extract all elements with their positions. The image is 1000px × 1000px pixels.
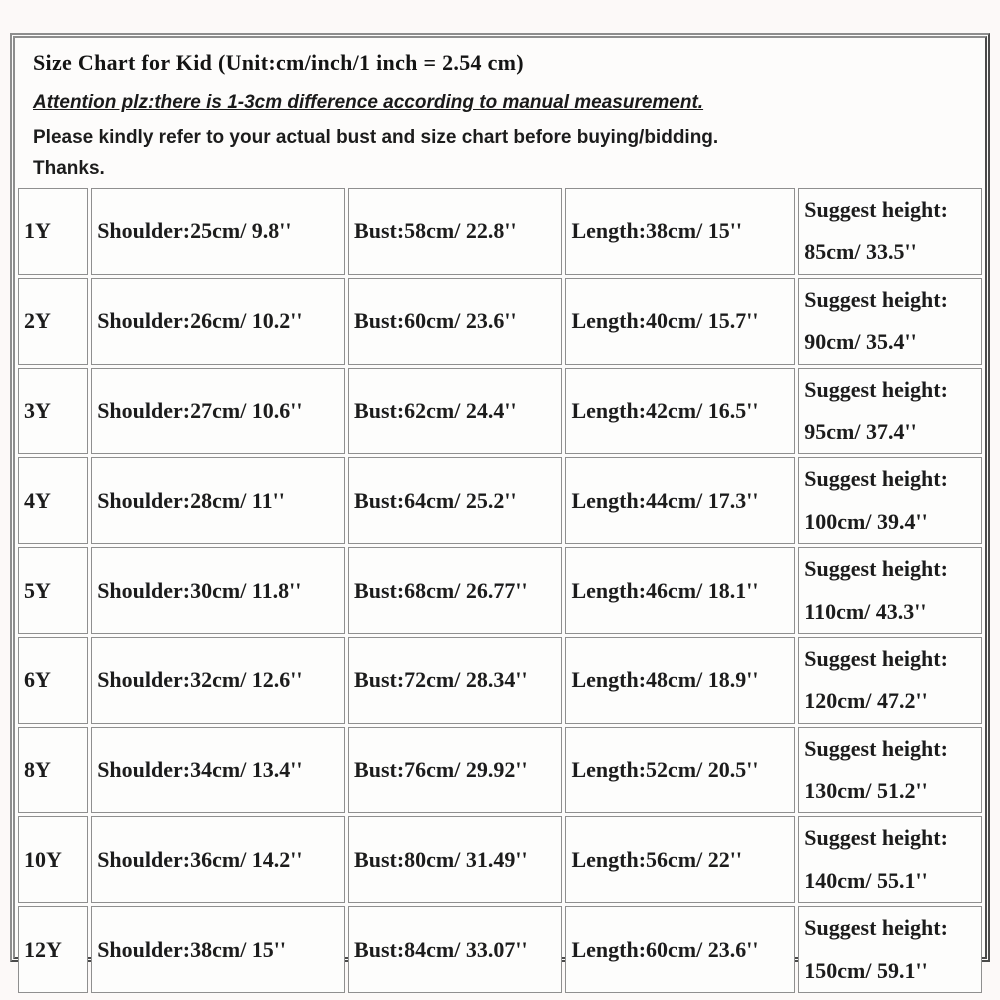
size-cell: 1Y xyxy=(18,188,89,275)
suggest-height-label: Suggest height: xyxy=(804,825,948,851)
suggest-height-label: Suggest height: xyxy=(804,645,948,671)
suggest-height-label: Suggest height: xyxy=(804,197,948,222)
table-row: 2Y Shoulder:26cm/ 10.2'' Bust:60cm/ 23.6''… xyxy=(18,277,982,365)
shoulder-cell: Shoulder:28cm/ 11'' xyxy=(91,457,346,545)
suggest-height-cell: Suggest height: 95cm/ 37.4'' xyxy=(798,367,982,455)
size-cell: 4Y xyxy=(18,457,89,545)
length-cell: Length:52cm/ 20.5'' xyxy=(565,726,796,814)
size-cell: 6Y xyxy=(18,636,89,724)
suggest-height-value: 140cm/ 55.1'' xyxy=(804,867,928,893)
suggest-height-cell: Suggest height: 120cm/ 47.2'' xyxy=(798,636,982,724)
table-row: 8Y Shoulder:34cm/ 13.4'' Bust:76cm/ 29.92'… xyxy=(18,726,982,814)
shoulder-cell: Shoulder:30cm/ 11.8'' xyxy=(91,547,346,634)
bust-cell: Bust:62cm/ 24.4'' xyxy=(348,367,563,455)
table-row: 10Y Shoulder:36cm/ 14.2'' Bust:80cm/ 31.49… xyxy=(18,816,982,904)
size-cell: 3Y xyxy=(18,367,89,455)
attention-note: Attention plz:there is 1-3cm difference … xyxy=(33,92,704,113)
shoulder-cell: Shoulder:32cm/ 12.6'' xyxy=(91,636,346,724)
suggest-height-label: Suggest height: xyxy=(804,466,948,492)
size-table-body: 1Y Shoulder:25cm/ 9.8'' Bust:58cm/ 22.8'' L… xyxy=(18,188,982,994)
bust-cell: Bust:84cm/ 33.07'' xyxy=(348,906,563,994)
size-cell: 8Y xyxy=(18,726,89,814)
suggest-height-cell: Suggest height: 150cm/ 59.1'' xyxy=(798,906,982,994)
shoulder-cell: Shoulder:26cm/ 10.2'' xyxy=(91,277,346,365)
suggest-height-value: 130cm/ 51.2'' xyxy=(804,778,928,804)
length-cell: Length:40cm/ 15.7'' xyxy=(565,277,796,365)
size-table: 1Y Shoulder:25cm/ 9.8'' Bust:58cm/ 22.8'' L… xyxy=(15,185,985,996)
suggest-height-cell: Suggest height: 130cm/ 51.2'' xyxy=(798,726,982,814)
size-chart-panel: Size Chart for Kid (Unit:cm/inch/1 inch … xyxy=(10,33,990,994)
suggest-height-label: Suggest height: xyxy=(804,286,948,312)
suggest-height-label: Suggest height: xyxy=(804,915,948,941)
bust-cell: Bust:72cm/ 28.34'' xyxy=(348,636,563,724)
table-row: 12Y Shoulder:38cm/ 15'' Bust:84cm/ 33.07''… xyxy=(18,906,982,994)
page-title: Size Chart for Kid (Unit:cm/inch/1 inch … xyxy=(33,50,524,75)
suggest-height-label: Suggest height: xyxy=(804,735,948,761)
suggest-height-value: 85cm/ 33.5'' xyxy=(804,239,917,265)
chart-header: Size Chart for Kid (Unit:cm/inch/1 inch … xyxy=(15,38,985,180)
length-cell: Length:38cm/ 15'' xyxy=(565,188,796,275)
shoulder-cell: Shoulder:25cm/ 9.8'' xyxy=(91,188,346,275)
size-cell: 5Y xyxy=(18,547,89,634)
bust-cell: Bust:64cm/ 25.2'' xyxy=(348,457,563,545)
bust-cell: Bust:58cm/ 22.8'' xyxy=(348,188,563,275)
suggest-height-label: Suggest height: xyxy=(804,376,948,402)
length-cell: Length:44cm/ 17.3'' xyxy=(565,457,796,545)
length-cell: Length:46cm/ 18.1'' xyxy=(565,547,796,634)
suggest-height-cell: Suggest height: 85cm/ 33.5'' xyxy=(798,188,982,275)
suggest-height-value: 120cm/ 47.2'' xyxy=(804,688,928,714)
suggest-height-label: Suggest height: xyxy=(804,556,948,582)
length-cell: Length:48cm/ 18.9'' xyxy=(565,636,796,724)
table-row: 5Y Shoulder:30cm/ 11.8'' Bust:68cm/ 26.77'… xyxy=(18,547,982,634)
size-cell: 2Y xyxy=(18,277,89,365)
suggest-height-cell: Suggest height: 100cm/ 39.4'' xyxy=(798,457,982,545)
bust-cell: Bust:60cm/ 23.6'' xyxy=(348,277,563,365)
suggest-height-cell: Suggest height: 90cm/ 35.4'' xyxy=(798,277,982,365)
shoulder-cell: Shoulder:34cm/ 13.4'' xyxy=(91,726,346,814)
bust-cell: Bust:76cm/ 29.92'' xyxy=(348,726,563,814)
size-cell: 10Y xyxy=(18,816,89,904)
length-cell: Length:42cm/ 16.5'' xyxy=(565,367,796,455)
shoulder-cell: Shoulder:38cm/ 15'' xyxy=(91,906,346,994)
thanks-note: Thanks. xyxy=(33,158,105,179)
suggest-height-cell: Suggest height: 140cm/ 55.1'' xyxy=(798,816,982,904)
table-row: 1Y Shoulder:25cm/ 9.8'' Bust:58cm/ 22.8'' L… xyxy=(18,188,982,275)
table-row: 3Y Shoulder:27cm/ 10.6'' Bust:62cm/ 24.4''… xyxy=(18,367,982,455)
suggest-height-value: 95cm/ 37.4'' xyxy=(804,418,917,444)
size-cell: 12Y xyxy=(18,906,89,994)
shoulder-cell: Shoulder:36cm/ 14.2'' xyxy=(91,816,346,904)
shoulder-cell: Shoulder:27cm/ 10.6'' xyxy=(91,367,346,455)
refer-note: Please kindly refer to your actual bust … xyxy=(33,127,719,148)
suggest-height-value: 90cm/ 35.4'' xyxy=(804,329,917,355)
table-row: 6Y Shoulder:32cm/ 12.6'' Bust:72cm/ 28.34'… xyxy=(18,636,982,724)
bust-cell: Bust:68cm/ 26.77'' xyxy=(348,547,563,634)
table-row: 4Y Shoulder:28cm/ 11'' Bust:64cm/ 25.2'' Le… xyxy=(18,457,982,545)
suggest-height-cell: Suggest height: 110cm/ 43.3'' xyxy=(798,547,982,634)
suggest-height-value: 100cm/ 39.4'' xyxy=(804,508,928,534)
length-cell: Length:60cm/ 23.6'' xyxy=(565,906,796,994)
length-cell: Length:56cm/ 22'' xyxy=(565,816,796,904)
suggest-height-value: 110cm/ 43.3'' xyxy=(804,598,927,624)
bust-cell: Bust:80cm/ 31.49'' xyxy=(348,816,563,904)
suggest-height-value: 150cm/ 59.1'' xyxy=(804,957,928,983)
